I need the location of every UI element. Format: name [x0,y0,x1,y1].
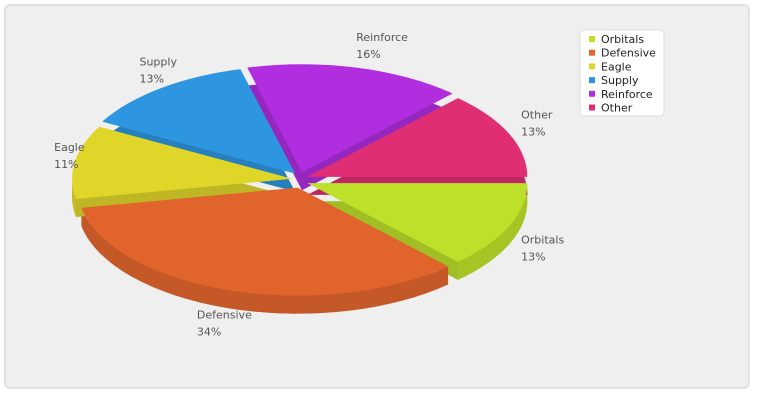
slice-value-label: 13% [139,72,163,85]
legend-swatch [589,104,595,111]
slice-value-label: 13% [521,251,545,264]
slice [307,183,528,262]
slice-rim [81,207,449,314]
legend-swatch [589,77,595,84]
slice-rim [457,183,528,280]
slice [81,187,449,296]
legend-label: Orbitals [601,33,644,46]
slice-label: Supply [139,55,177,68]
slice-value-label: 16% [356,48,380,61]
legend[interactable]: OrbitalsDefensiveEagleSupplyReinforceOth… [579,29,665,117]
legend-label: Defensive [601,47,656,60]
slice [247,64,453,173]
slice-label: Other [521,108,553,121]
legend-label: Eagle [601,60,632,73]
slice-labels: Orbitals 13% Defensive 34% Eagle 11% Supply 13%… [54,31,564,338]
legend-label: Other [601,102,633,115]
legend-swatch [589,90,595,97]
slice-label: Orbitals [521,234,564,247]
legend-label: Supply [601,74,639,87]
slice-value-label: 34% [197,325,221,338]
slice-label: Defensive [197,308,252,321]
slice-label: Eagle [54,141,85,154]
slice [307,98,528,177]
slice-label: Reinforce [356,31,408,44]
slice [72,126,293,199]
slice-rim [72,178,76,217]
legend-label: Reinforce [601,88,653,101]
legend-swatch [589,63,595,70]
legend-swatch [589,36,595,42]
legend-swatch [589,49,595,56]
legend-box [579,29,665,117]
slice-value-label: 11% [54,158,78,171]
slice [102,69,296,174]
slice-tops [72,64,528,296]
slice-value-label: 13% [521,125,545,138]
